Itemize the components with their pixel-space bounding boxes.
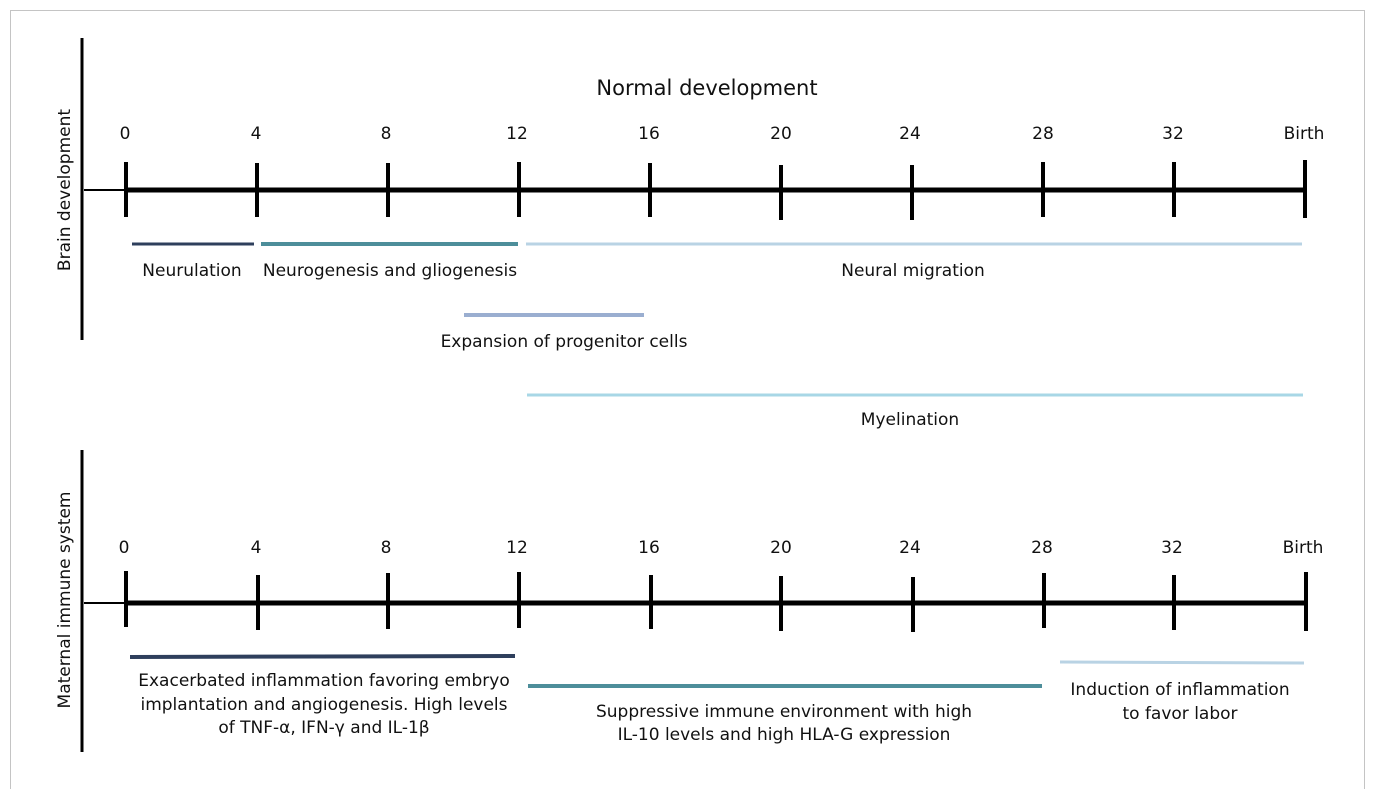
figure-frame [10, 10, 1365, 789]
bottom-tick-label: 28 [1031, 538, 1053, 558]
top-tick-label: 28 [1032, 124, 1054, 144]
top-tick-label: 16 [638, 124, 660, 144]
neural-migration-label: Neural migration [841, 261, 985, 281]
top-tick-label: 0 [119, 124, 131, 144]
bottom-tick-label: 12 [506, 538, 528, 558]
suppressive-line-2: IL-10 levels and high HLA-G expression [617, 725, 951, 745]
labor-inflammation-line-1: Induction of inflammation [1070, 680, 1290, 700]
bottom-tick-label: 8 [380, 538, 392, 558]
labor-inflammation-bar [1059, 660, 1305, 665]
bottom-tick-label: 24 [899, 538, 921, 558]
suppressive-line-1: Suppressive immune environment with high [595, 702, 973, 722]
bottom-tick-label: Birth [1282, 538, 1324, 558]
bottom-tick-label: 0 [118, 538, 130, 558]
expansion-label: Expansion of progenitor cells [440, 332, 688, 352]
early-inflammation-line-3: of TNF-α, IFN-γ and IL-1β [218, 718, 430, 738]
top-tick-label: 12 [506, 124, 528, 144]
myelination-label: Myelination [860, 410, 960, 430]
top-tick-label: 32 [1162, 124, 1184, 144]
top-tick-label: Birth [1283, 124, 1325, 144]
bottom-tick-marks [124, 571, 1308, 632]
neurulation-label: Neurulation [142, 261, 242, 281]
early-inflammation-line-1: Exacerbated inflammation favoring embryo [138, 671, 510, 691]
brain-development-axis-title: Brain development [55, 108, 75, 272]
top-tick-marks [124, 160, 1307, 220]
top-tick-label: 24 [899, 124, 921, 144]
early-inflammation-line-2: implantation and angiogenesis. High leve… [140, 695, 508, 715]
top-tick-label: 4 [250, 124, 262, 144]
neurogenesis-label: Neurogenesis and gliogenesis [262, 261, 518, 281]
bottom-tick-label: 16 [638, 538, 660, 558]
maternal-immune-axis-title: Maternal immune system [55, 491, 75, 709]
bottom-tick-label: 32 [1161, 538, 1183, 558]
bottom-tick-label: 4 [250, 538, 262, 558]
top-tick-label: 20 [770, 124, 792, 144]
labor-inflammation-line-2: to favor labor [1122, 704, 1238, 724]
top-tick-label: 8 [380, 124, 392, 144]
bottom-tick-label: 20 [770, 538, 792, 558]
normal-development-title: Normal development [596, 76, 818, 100]
early-inflammation-bar [129, 654, 516, 659]
